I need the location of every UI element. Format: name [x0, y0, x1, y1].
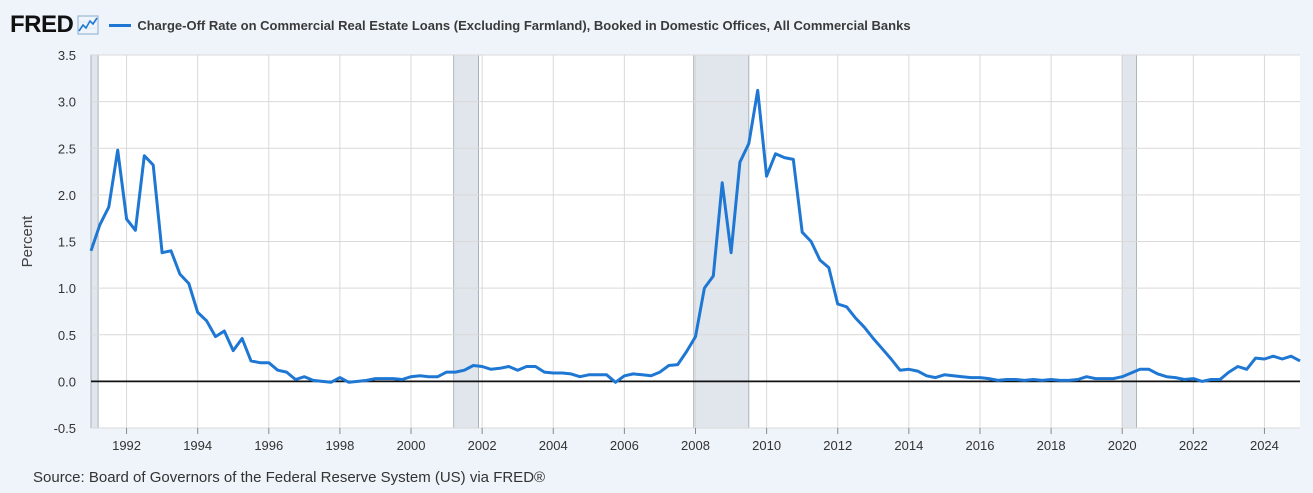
x-tick-label: 2002 [468, 438, 497, 453]
legend-swatch [109, 23, 132, 27]
x-tick-label: 1998 [325, 438, 354, 453]
x-tick-label: 1992 [112, 438, 141, 453]
x-tick-label: 2004 [539, 438, 568, 453]
y-tick-label: -0.5 [54, 421, 76, 436]
series-line [89, 88, 1301, 384]
y-tick-label: 3.5 [58, 48, 76, 63]
x-tick-label: 2022 [1179, 438, 1208, 453]
y-axis-label: Percent [19, 215, 36, 268]
line-chart-icon [77, 15, 99, 35]
y-tick-label: 0.5 [58, 328, 76, 343]
x-tick-label: 2024 [1250, 438, 1279, 453]
fred-logo-text: FRED [10, 11, 74, 38]
fred-logo[interactable]: FRED [10, 11, 99, 39]
x-tick-label: 2006 [610, 438, 639, 453]
x-tick-label: 2018 [1037, 438, 1066, 453]
x-tick-label: 2014 [894, 438, 923, 453]
source-note: Source: Board of Governors of the Federa… [33, 469, 546, 486]
y-tick-label: 2.0 [58, 188, 76, 203]
x-tick-label: 2020 [1108, 438, 1137, 453]
chart-header: FRED Charge-Off Rate on Commercial Real … [10, 10, 911, 40]
y-tick-label: 2.5 [58, 141, 76, 156]
x-tick-label: 2010 [752, 438, 781, 453]
x-tick-label: 2000 [397, 438, 426, 453]
x-tick-label: 2012 [823, 438, 852, 453]
x-tick-label: 2016 [966, 438, 995, 453]
y-tick-label: 3.0 [58, 95, 76, 110]
y-tick-label: 0.0 [58, 374, 76, 389]
legend-series-name: Charge-Off Rate on Commercial Real Estat… [137, 17, 911, 33]
x-tick-label: 1996 [254, 438, 283, 453]
y-tick-label: 1.5 [58, 235, 76, 250]
y-tick-label: 1.0 [58, 281, 76, 296]
x-tick-label: 1994 [183, 438, 212, 453]
x-tick-label: 2008 [681, 438, 710, 453]
